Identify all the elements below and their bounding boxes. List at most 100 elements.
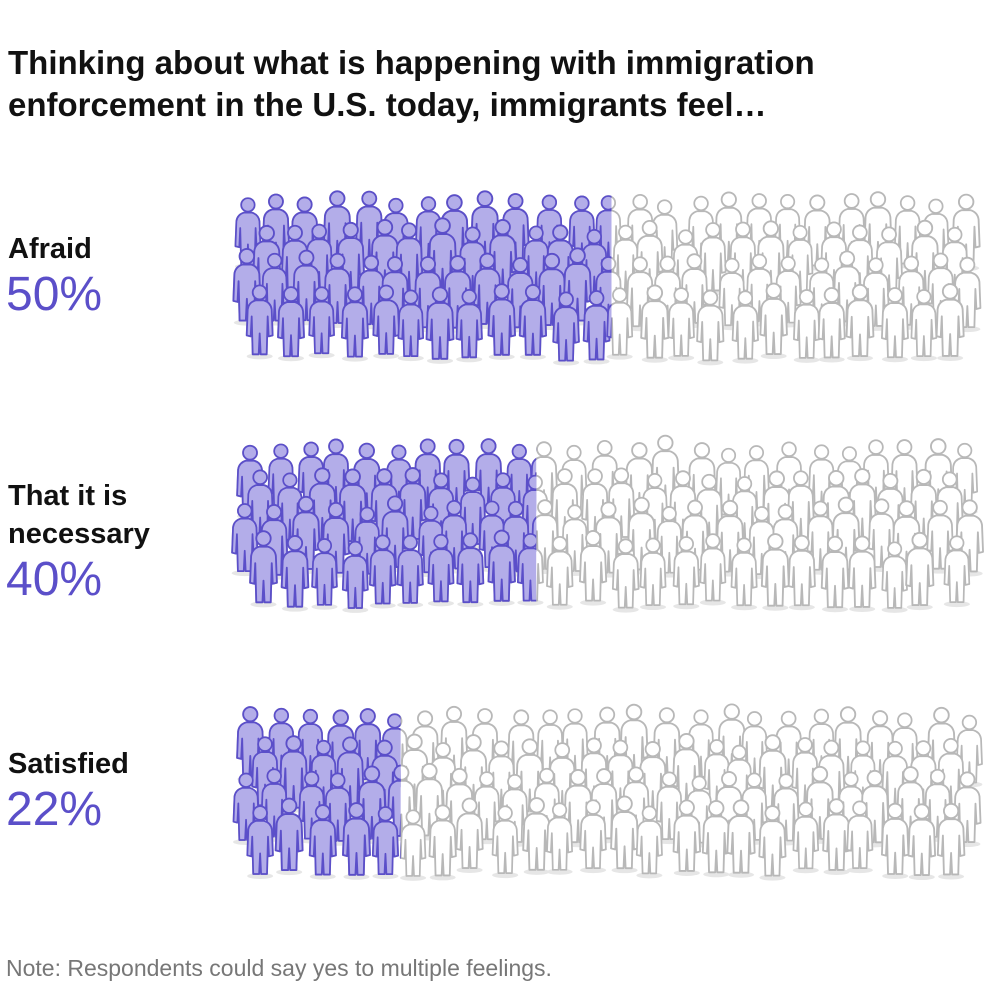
person-head (600, 256, 612, 272)
shadow (278, 355, 305, 362)
shadow (341, 355, 368, 362)
person (640, 284, 670, 359)
note: Note: Respondents could say yes to multi… (6, 955, 552, 981)
person-head (872, 710, 889, 727)
person-body (308, 300, 335, 355)
shadow (641, 356, 668, 363)
person (246, 805, 274, 875)
person-head (961, 499, 978, 516)
person-head (814, 257, 830, 273)
person-body (820, 551, 850, 609)
person-body (372, 299, 400, 355)
person-body (881, 302, 909, 359)
person-head (388, 197, 404, 214)
person (881, 287, 909, 359)
person-head (868, 439, 884, 455)
person-head (421, 762, 438, 780)
person-body (787, 549, 816, 607)
person-head (751, 193, 767, 209)
person (793, 289, 821, 359)
person-head (913, 803, 930, 820)
shadow (369, 602, 396, 609)
person-head (314, 467, 331, 484)
shadow (488, 353, 515, 360)
person-head (839, 706, 857, 723)
person-head (957, 193, 975, 211)
person-head (823, 287, 840, 303)
shadow (697, 359, 724, 366)
person-head (282, 472, 298, 488)
person-head (446, 194, 463, 211)
person-head (451, 767, 468, 785)
person-head (798, 801, 814, 817)
person-head (780, 710, 797, 727)
shadow (342, 606, 369, 613)
person-head (777, 503, 794, 520)
shadow (546, 868, 573, 875)
person-head (435, 742, 451, 758)
person-body (397, 303, 425, 358)
person-body (846, 815, 874, 870)
shadow (881, 606, 908, 613)
person-head (363, 254, 380, 271)
person-body (369, 549, 397, 605)
person-body (867, 513, 896, 568)
person-body (522, 812, 552, 871)
person-head (661, 506, 677, 522)
person-head (283, 286, 299, 303)
bar (231, 438, 537, 609)
person (726, 799, 756, 874)
person-head (748, 445, 765, 461)
person (758, 805, 787, 877)
person (280, 535, 310, 608)
person (672, 799, 702, 872)
person-head (376, 468, 393, 485)
person-head (238, 248, 256, 265)
person (582, 290, 611, 361)
shadow (311, 603, 338, 610)
person-head (942, 802, 960, 820)
person-body (910, 303, 938, 357)
person-head (751, 253, 768, 269)
person-head (599, 706, 616, 723)
person (696, 289, 725, 362)
person (672, 536, 700, 606)
person (936, 802, 966, 876)
person-head (237, 503, 253, 519)
person-head (600, 501, 617, 518)
person-body (245, 299, 274, 356)
person-head (828, 798, 845, 815)
person-head (903, 255, 920, 272)
person-head (793, 470, 809, 486)
person-body (274, 813, 304, 871)
person-head (585, 799, 601, 815)
person-head (266, 504, 283, 521)
person-body (277, 301, 305, 358)
person-head (737, 290, 754, 306)
person-head (539, 767, 555, 784)
person-head (646, 284, 664, 302)
person (730, 537, 758, 607)
person-head (586, 228, 602, 245)
person-head (843, 771, 859, 787)
person-body (701, 815, 731, 874)
person-head (507, 193, 524, 209)
person-head (855, 740, 871, 756)
person-head (736, 537, 752, 553)
person-head (477, 708, 493, 724)
person-head (887, 541, 903, 557)
person (610, 795, 640, 870)
person (910, 289, 938, 357)
person-head (632, 256, 648, 273)
person-head (255, 530, 272, 547)
person-head (732, 799, 750, 816)
person-head (251, 284, 268, 301)
shadow (937, 355, 964, 362)
person-head (493, 283, 510, 300)
person-body (943, 549, 971, 604)
person-head (363, 765, 381, 783)
person-head (507, 500, 524, 517)
person-head (257, 736, 273, 752)
person-body (672, 814, 702, 872)
